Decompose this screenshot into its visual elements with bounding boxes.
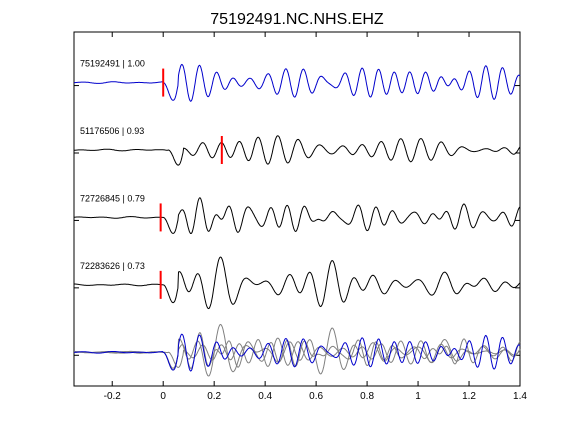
x-tick-label: 0.6 xyxy=(309,391,323,402)
axes-frame xyxy=(73,31,521,387)
chart-title: 75192491.NC.NHS.EHZ xyxy=(210,11,384,28)
overlay-line-75192491 xyxy=(73,333,521,372)
x-tick-label: 1.2 xyxy=(462,391,476,402)
x-tick-label: 0.4 xyxy=(258,391,272,402)
x-tick-label: -0.2 xyxy=(104,391,122,402)
overlay-group xyxy=(73,323,521,377)
trace-labels-group: 75192491 | 1.00 51176506 | 0.93 72726845 |… xyxy=(80,59,145,271)
y-axis-ticks xyxy=(74,85,520,356)
trace-line-51176506 xyxy=(73,135,521,166)
trace-line-75192491 xyxy=(73,63,521,102)
trace-label-72283626: 72283626 | 0.73 xyxy=(80,261,145,271)
traces-group xyxy=(73,63,521,310)
x-tick-label: 1 xyxy=(415,391,421,402)
trace-label-51176506: 51176506 | 0.93 xyxy=(80,126,144,136)
x-tick-label: 0.8 xyxy=(360,391,374,402)
trace-line-72283626 xyxy=(74,256,521,310)
overlay-line-72283626 xyxy=(74,323,521,377)
x-tick-label: 1.4 xyxy=(513,391,527,402)
picks-group xyxy=(159,68,223,299)
x-tick-label: 0.2 xyxy=(207,391,221,402)
trace-line-72726845 xyxy=(73,197,521,234)
trace-label-75192491: 75192491 | 1.00 xyxy=(80,59,145,69)
x-tick-label: 0 xyxy=(160,391,166,402)
trace-label-72726845: 72726845 | 0.79 xyxy=(80,193,145,203)
x-axis-ticks: -0.2 0 0.2 0.4 0.6 0.8 1 1.2 1.4 xyxy=(104,32,527,402)
